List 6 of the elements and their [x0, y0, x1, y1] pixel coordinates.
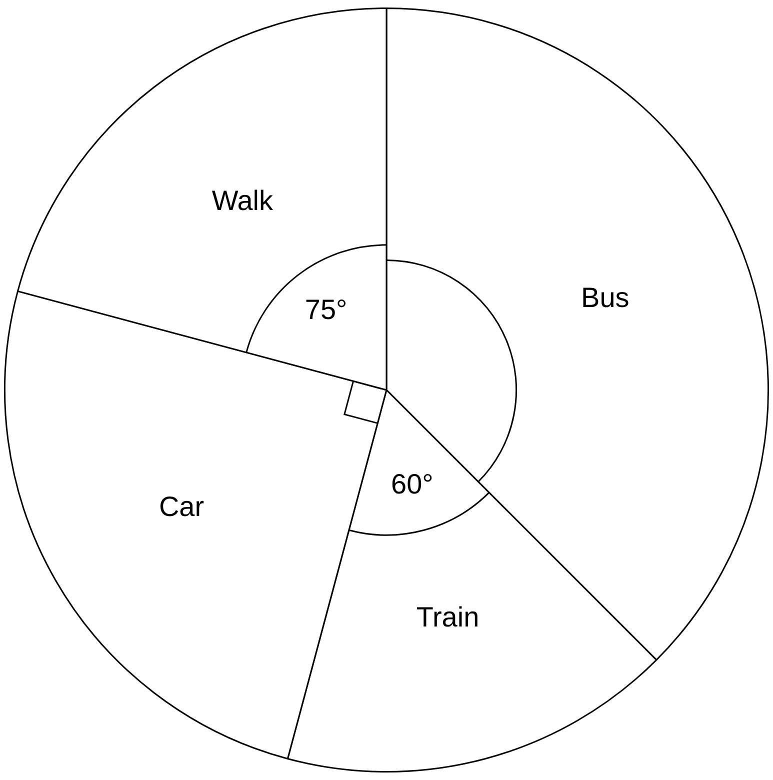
- slice-label: Bus: [581, 282, 630, 314]
- slice-label: Car: [158, 491, 204, 522]
- slice-label: Train: [416, 601, 480, 632]
- slice-label: Walk: [212, 184, 274, 216]
- data-label: 60°: [391, 468, 434, 500]
- data-label: 75°: [304, 294, 348, 325]
